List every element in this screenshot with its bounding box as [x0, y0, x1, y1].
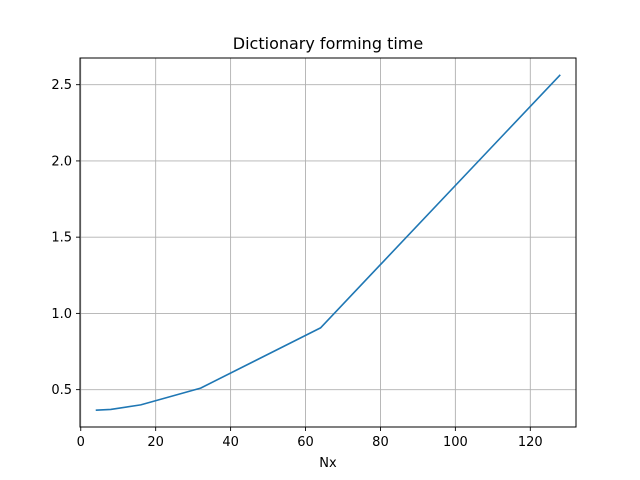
y-axis: 0.5 1.0 1.5 2.0 2.5 — [51, 78, 80, 398]
series-line — [95, 74, 561, 412]
plot-frame — [79, 57, 577, 428]
y-tick-label: 0.5 — [51, 383, 72, 398]
x-tick-label: 100 — [443, 435, 468, 450]
x-tick-label: 120 — [518, 435, 543, 450]
x-axis-label: Nx — [319, 456, 337, 471]
x-axis: 0 20 40 60 80 100 120 — [77, 427, 543, 450]
x-tick-label: 0 — [77, 435, 85, 450]
chart-title: Dictionary forming time — [233, 34, 423, 53]
y-tick-label: 2.0 — [51, 154, 72, 169]
y-tick-label: 1.5 — [51, 231, 72, 246]
x-tick-label: 60 — [297, 435, 314, 450]
y-tick-label: 2.5 — [51, 78, 72, 93]
grid — [80, 58, 576, 427]
y-tick-label: 1.0 — [51, 307, 72, 322]
x-tick-label: 80 — [372, 435, 389, 450]
x-tick-label: 40 — [222, 435, 239, 450]
x-tick-label: 20 — [147, 435, 164, 450]
series-layer — [95, 74, 561, 412]
